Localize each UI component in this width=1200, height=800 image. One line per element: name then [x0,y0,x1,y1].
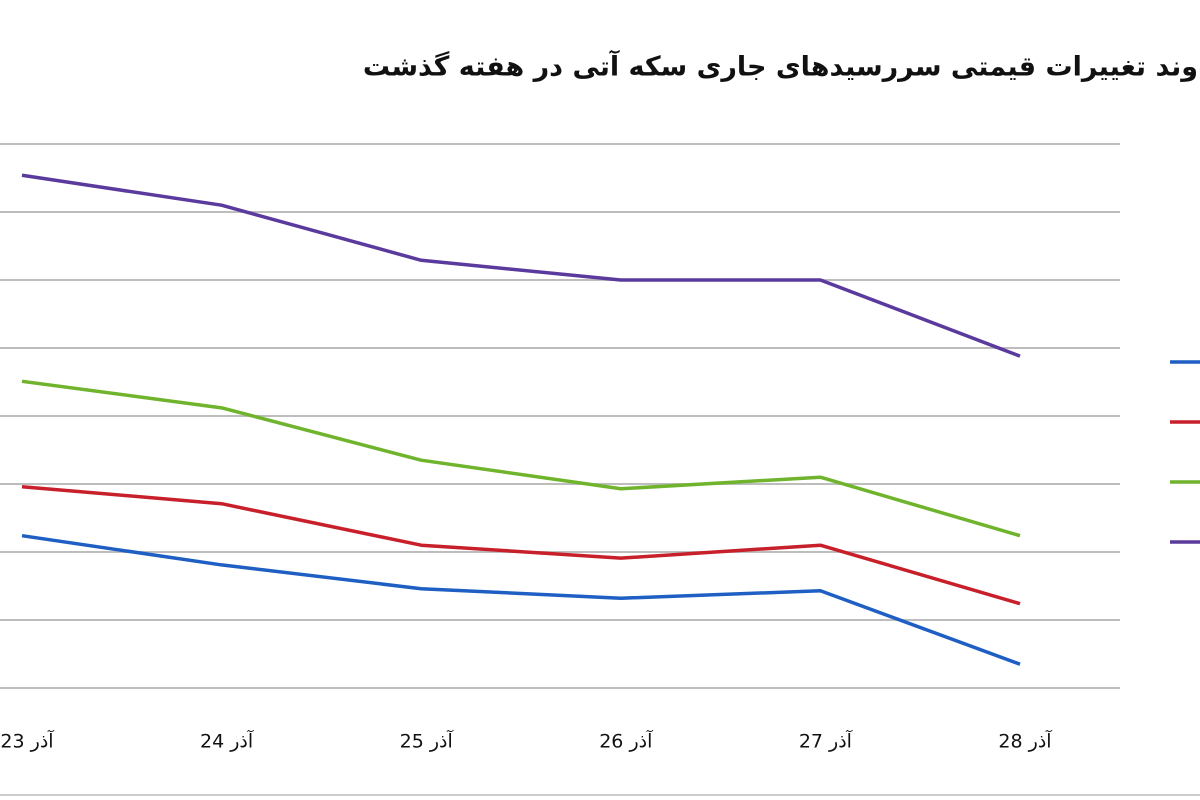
x-tick-label: 23 آذر [0,729,54,753]
chart-title: وند تغییرات قیمتی سررسیدهای جاری سکه آتی… [363,50,1198,83]
series-line [21,533,1021,666]
x-tick-label: 28 آذر [998,729,1052,753]
x-tick-label: 26 آذر [599,729,653,753]
series-line [21,379,1021,538]
x-tick-label: 27 آذر [799,729,853,753]
series-line [21,173,1021,358]
x-tick-label: 25 آذر [400,729,454,753]
x-tick-label: 24 آذر [200,729,254,753]
series-line [21,484,1021,606]
